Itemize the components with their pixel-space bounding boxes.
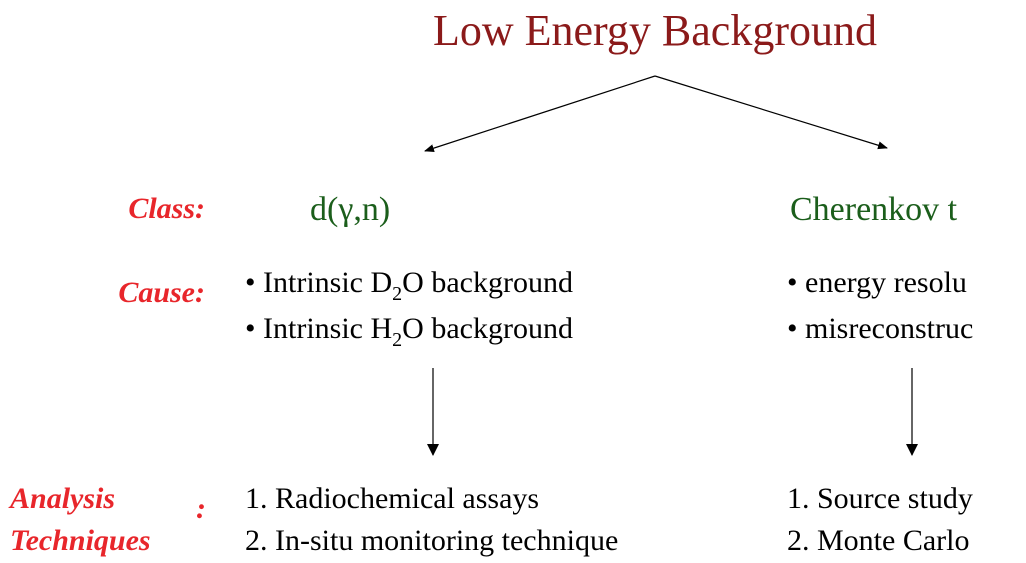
class-name: Cherenkov t <box>790 191 958 228</box>
arrow <box>654 75 888 150</box>
technique: 2. Monte Carlo <box>787 524 969 557</box>
cause: • Intrinsic D2O background <box>245 266 573 305</box>
cause-text: • Intrinsic H <box>245 312 392 345</box>
technique: 1. Radiochemical assays <box>245 482 539 515</box>
cause: • energy resolu <box>787 266 967 299</box>
cause-text: • Intrinsic D <box>245 266 392 299</box>
arrow <box>424 75 656 153</box>
cause-label: Cause: <box>118 276 205 309</box>
cause: • misreconstruc <box>787 312 973 345</box>
subscript: 2 <box>392 283 402 305</box>
colon: : <box>196 492 206 525</box>
class-name: d(γ,n) <box>310 191 390 228</box>
cause-text: O background <box>402 312 573 345</box>
technique: 1. Source study <box>787 482 973 515</box>
cause: • Intrinsic H2O background <box>245 312 573 351</box>
technique: 2. In-situ monitoring technique <box>245 524 618 557</box>
title: Low Energy Background <box>433 6 877 55</box>
analysis-label: Techniques <box>10 524 151 557</box>
cause-text: O background <box>402 266 573 299</box>
subscript: 2 <box>392 329 402 351</box>
class-label: Class: <box>128 192 205 225</box>
analysis-label: Analysis <box>8 482 115 515</box>
